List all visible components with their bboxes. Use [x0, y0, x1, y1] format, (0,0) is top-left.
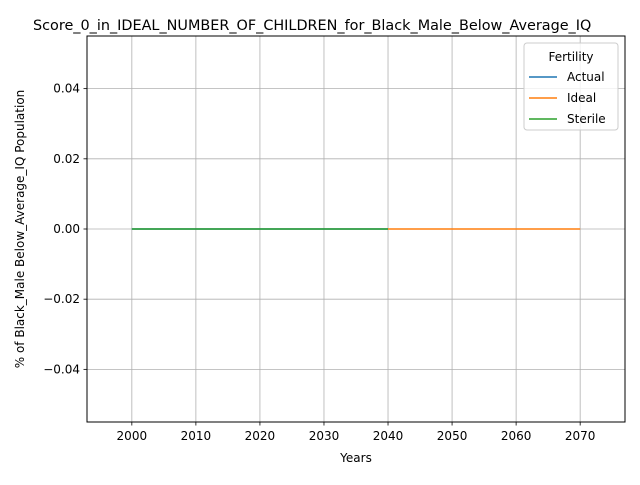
x-tick-label: 2050 — [437, 429, 468, 443]
legend-label-sterile: Sterile — [567, 112, 606, 126]
legend: Fertility Actual Ideal Sterile — [523, 42, 619, 131]
legend-title: Fertility — [548, 50, 593, 64]
y-tick-label: 0.00 — [53, 222, 80, 236]
chart-title: Score_0_in_IDEAL_NUMBER_OF_CHILDREN_for_… — [33, 18, 591, 34]
x-tick-label: 2000 — [117, 429, 148, 443]
y-tick-label: −0.02 — [43, 292, 80, 306]
x-tick-label: 2040 — [373, 429, 404, 443]
y-axis: −0.04 −0.02 0.00 0.02 0.04 — [43, 82, 87, 376]
y-axis-label: % of Black_Male Below_Average_IQ Populat… — [13, 90, 27, 369]
legend-label-actual: Actual — [567, 70, 605, 84]
y-tick-label: 0.02 — [53, 152, 80, 166]
x-tick-label: 2020 — [245, 429, 276, 443]
legend-label-ideal: Ideal — [567, 91, 596, 105]
y-tick-label: 0.04 — [53, 82, 80, 96]
legend-box — [523, 42, 619, 131]
x-tick-label: 2010 — [181, 429, 212, 443]
y-tick-label: −0.04 — [43, 362, 80, 376]
x-tick-label: 2070 — [565, 429, 596, 443]
x-axis-label: Years — [339, 451, 372, 465]
legend-entries: Actual Ideal Sterile — [529, 70, 606, 126]
x-axis: 2000 2010 2020 2030 2040 2050 2060 2070 — [117, 422, 596, 443]
x-tick-label: 2030 — [309, 429, 340, 443]
x-tick-label: 2060 — [501, 429, 532, 443]
